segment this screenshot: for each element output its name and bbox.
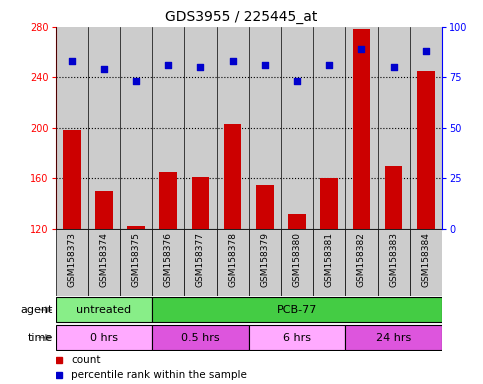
Bar [159, 172, 177, 229]
Bar [185, 27, 216, 229]
Bar [192, 177, 209, 229]
Text: GDS3955 / 225445_at: GDS3955 / 225445_at [165, 10, 318, 23]
Point [357, 46, 365, 52]
Bar [95, 191, 113, 229]
Point [100, 66, 108, 72]
Text: count: count [71, 356, 100, 366]
Bar [249, 325, 345, 350]
Text: GSM158380: GSM158380 [293, 232, 301, 287]
Bar [345, 229, 378, 296]
Bar [120, 27, 152, 229]
Bar [56, 229, 88, 296]
Point [293, 78, 301, 84]
Bar [152, 298, 442, 322]
Bar [127, 226, 145, 229]
Text: GSM158374: GSM158374 [99, 232, 108, 287]
Text: GSM158384: GSM158384 [421, 232, 430, 287]
Text: GSM158383: GSM158383 [389, 232, 398, 287]
Text: GSM158382: GSM158382 [357, 232, 366, 287]
Bar [385, 166, 402, 229]
Text: GSM158379: GSM158379 [260, 232, 270, 287]
Point [229, 58, 237, 64]
Point [132, 78, 140, 84]
Bar [216, 27, 249, 229]
Text: GSM158376: GSM158376 [164, 232, 173, 287]
Bar [256, 185, 274, 229]
Bar [152, 325, 249, 350]
Bar [288, 214, 306, 229]
Point [68, 58, 75, 64]
Text: time: time [28, 333, 53, 343]
Bar [313, 229, 345, 296]
Bar [224, 124, 242, 229]
Text: GSM158375: GSM158375 [131, 232, 141, 287]
Point [164, 62, 172, 68]
Point [261, 62, 269, 68]
Text: GSM158381: GSM158381 [325, 232, 334, 287]
Text: untreated: untreated [76, 305, 131, 315]
Bar [417, 71, 435, 229]
Bar [410, 27, 442, 229]
Bar [152, 229, 185, 296]
Bar [281, 229, 313, 296]
Text: percentile rank within the sample: percentile rank within the sample [71, 370, 247, 380]
Bar [56, 325, 152, 350]
Bar [378, 229, 410, 296]
Bar [281, 27, 313, 229]
Bar [345, 325, 442, 350]
Text: 0.5 hrs: 0.5 hrs [181, 333, 220, 343]
Text: agent: agent [21, 305, 53, 315]
Bar [313, 27, 345, 229]
Point [326, 62, 333, 68]
Text: 0 hrs: 0 hrs [90, 333, 118, 343]
Bar [120, 229, 152, 296]
Bar [345, 27, 378, 229]
Text: PCB-77: PCB-77 [277, 305, 317, 315]
Bar [63, 131, 81, 229]
Bar [410, 229, 442, 296]
Bar [56, 298, 152, 322]
Point [422, 48, 430, 54]
Bar [152, 27, 185, 229]
Text: 6 hrs: 6 hrs [283, 333, 311, 343]
Text: GSM158378: GSM158378 [228, 232, 237, 287]
Bar [378, 27, 410, 229]
Text: 24 hrs: 24 hrs [376, 333, 411, 343]
Text: GSM158373: GSM158373 [67, 232, 76, 287]
Text: GSM158377: GSM158377 [196, 232, 205, 287]
Bar [88, 27, 120, 229]
Bar [216, 229, 249, 296]
Point [390, 64, 398, 70]
Bar [88, 229, 120, 296]
Bar [353, 30, 370, 229]
Bar [56, 27, 88, 229]
Point [197, 64, 204, 70]
Bar [185, 229, 216, 296]
Bar [249, 229, 281, 296]
Bar [249, 27, 281, 229]
Bar [320, 178, 338, 229]
